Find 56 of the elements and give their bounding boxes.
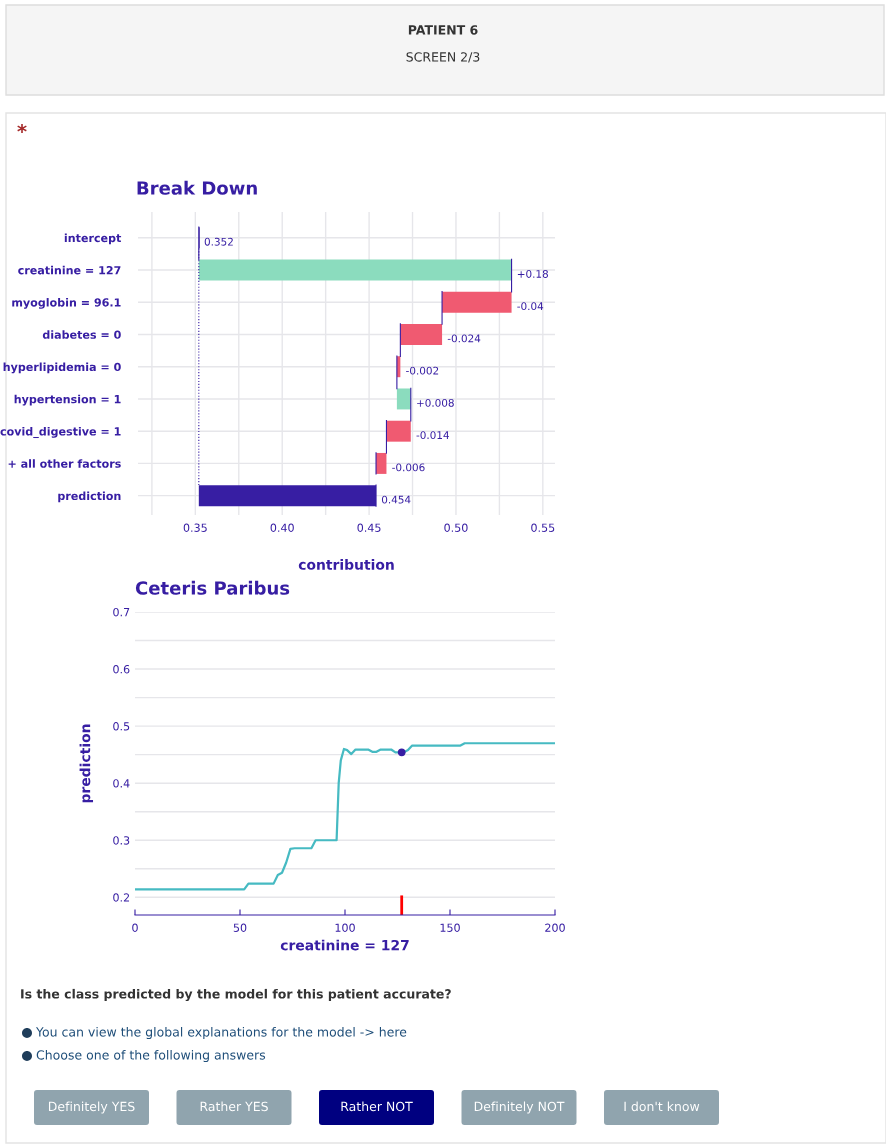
text: Definitely NOT [474,1101,565,1114]
data-label: +0.18 [517,270,548,278]
y-tick-label: intercept [64,233,122,245]
x-tick-label: 0.55 [531,523,555,532]
text: PATIENT 6 [408,25,478,35]
x-tick-label: 50 [233,923,247,932]
y-tick-label: 0.6 [113,665,130,674]
text: Rather YES [200,1101,268,1112]
x-tick-label: 0.50 [444,523,468,532]
bar [400,324,443,345]
y-tick-label: 0.4 [113,779,130,788]
data-label: 0.352 [204,237,233,246]
y-tick-label: + all other factors [8,459,121,468]
x-tick-label: 0.40 [270,523,294,532]
y-tick-label: hypertension = 1 [14,394,121,406]
y-tick-label: prediction [58,491,121,503]
y-tick-label: creatinine = 127 [18,265,121,275]
text: * [17,123,27,133]
text: SCREEN 2/3 [406,52,480,63]
bar [396,388,411,410]
x-tick-label: 0.35 [183,523,207,532]
chart-title: Break Down [137,180,257,195]
line-series [135,742,555,891]
text: Definitely YES [48,1101,135,1114]
x-tick-label: 100 [335,923,355,932]
y-tick-label: diabetes = 0 [42,330,121,339]
data-label: -0.006 [392,463,425,472]
data-label: -0.04 [517,302,544,311]
x-axis-title: contribution [298,559,394,570]
text: Rather NOT [341,1101,413,1112]
data-label: 0.454 [381,495,411,504]
y-tick-label: 0.7 [113,607,130,617]
x-tick-label: 150 [440,923,460,932]
y-tick-label: hyperlipidemia = 0 [3,362,121,374]
bar [198,485,377,507]
y-tick-label: 0.5 [113,722,130,731]
x-axis-title: creatinine = 127 [280,939,409,951]
data-label: -0.002 [406,366,439,375]
text: I don't know [624,1101,700,1112]
text: You can view the global explanations for the model -> here [35,1026,407,1040]
y-tick-label: covid_digestive = 1 [0,426,121,439]
data-label: -0.014 [416,431,449,440]
bar [386,420,411,442]
data-label: +0.008 [417,398,454,407]
text: Choose one of the following answers [36,1049,266,1063]
chart-title: Ceteris Paribus [135,580,290,595]
x-tick-label: 0 [132,923,138,932]
x-tick-label: 0.45 [357,523,381,532]
bar [198,259,512,281]
y-tick-label: 0.3 [113,836,130,845]
text: Is the class predicted by the model for this patient accurate? [21,988,451,1002]
bar [442,291,512,313]
y-tick-label: myoglobin = 96.1 [12,298,121,309]
data-label: -0.024 [447,334,481,343]
y-tick-label: 0.2 [113,893,130,902]
x-tick-label: 200 [545,923,565,932]
